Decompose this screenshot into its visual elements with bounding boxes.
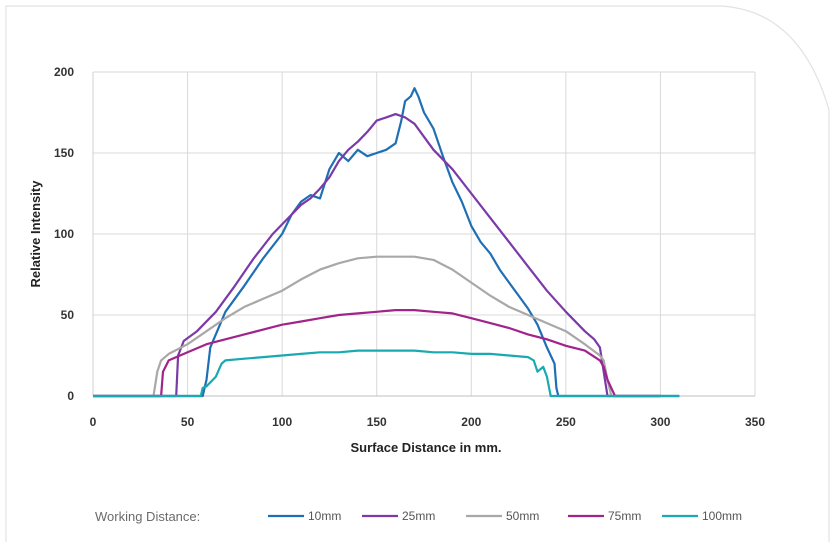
series-line-25mm [93, 112, 661, 398]
series-lines [93, 87, 680, 398]
legend-label-50mm: 50mm [506, 509, 539, 523]
x-tick-label: 300 [650, 415, 670, 429]
legend-label-75mm: 75mm [608, 509, 641, 523]
x-tick-label: 100 [272, 415, 292, 429]
series-line-50mm [93, 255, 661, 398]
series-line-100mm [93, 349, 680, 398]
grid-lines [93, 71, 756, 396]
y-axis-title: Relative Intensity [28, 180, 43, 288]
y-tick-label: 200 [54, 65, 74, 79]
card-border [5, 5, 830, 542]
x-tick-label: 200 [461, 415, 481, 429]
legend-label-25mm: 25mm [402, 509, 435, 523]
tick-labels: 0 50 100 150 200 250 300 350 0 50 100 150 200 [54, 65, 765, 429]
y-tick-label: 100 [54, 227, 74, 241]
series-line-10mm [93, 87, 680, 398]
x-tick-label: 0 [90, 415, 97, 429]
x-tick-label: 250 [556, 415, 576, 429]
legend-title: Working Distance: [95, 509, 200, 524]
y-tick-label: 0 [67, 389, 74, 403]
legend-label-10mm: 10mm [308, 509, 341, 523]
y-tick-label: 150 [54, 146, 74, 160]
y-tick-label: 50 [61, 308, 75, 322]
series-line-75mm [93, 309, 661, 398]
x-tick-label: 150 [367, 415, 387, 429]
x-tick-label: 350 [745, 415, 765, 429]
legend-label-100mm: 100mm [702, 509, 742, 523]
legend: 10mm 25mm 50mm 75mm 100mm [268, 509, 742, 523]
x-tick-label: 50 [181, 415, 195, 429]
x-axis-title: Surface Distance in mm. [351, 440, 502, 455]
